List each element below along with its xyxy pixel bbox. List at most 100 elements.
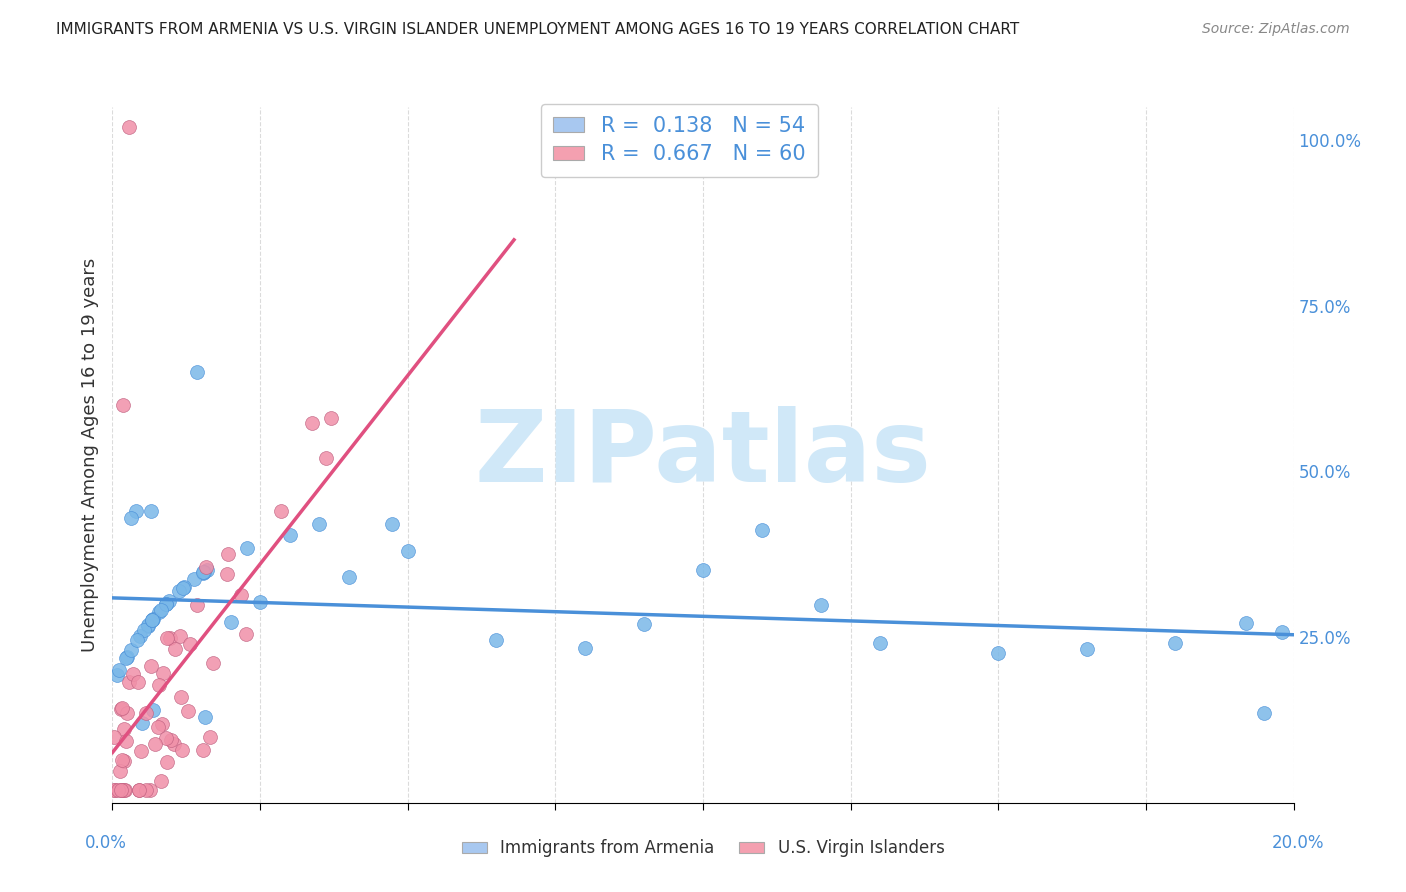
- Point: [121, 667, 143, 681]
- Point: [105, 668, 128, 682]
- Text: IMMIGRANTS FROM ARMENIA VS U.S. VIRGIN ISLANDER UNEMPLOYMENT AMONG AGES 16 TO 19: IMMIGRANTS FROM ARMENIA VS U.S. VIRGIN I…: [56, 22, 1019, 37]
- Text: 0.0%: 0.0%: [84, 834, 127, 852]
- Point: [1253, 706, 1275, 721]
- Point: [145, 738, 167, 752]
- Point: [108, 764, 131, 779]
- Point: [125, 504, 148, 518]
- Point: [112, 754, 135, 768]
- Legend: Immigrants from Armenia, U.S. Virgin Islanders: Immigrants from Armenia, U.S. Virgin Isl…: [456, 833, 950, 864]
- Point: [396, 544, 419, 558]
- Text: ZIPatlas: ZIPatlas: [475, 407, 931, 503]
- Point: [111, 753, 134, 767]
- Point: [127, 675, 149, 690]
- Point: [172, 581, 194, 595]
- Point: [148, 605, 170, 619]
- Text: Source: ZipAtlas.com: Source: ZipAtlas.com: [1202, 22, 1350, 37]
- Point: [202, 657, 225, 671]
- Point: [103, 782, 125, 797]
- Point: [156, 756, 179, 770]
- Point: [115, 649, 138, 664]
- Point: [138, 617, 160, 632]
- Point: [1164, 636, 1187, 650]
- Point: [104, 782, 127, 797]
- Point: [1234, 615, 1257, 630]
- Point: [869, 636, 891, 650]
- Point: [219, 615, 242, 630]
- Point: [141, 613, 163, 627]
- Point: [301, 416, 323, 430]
- Point: [128, 782, 150, 797]
- Point: [155, 731, 177, 745]
- Point: [155, 597, 177, 611]
- Point: [146, 720, 169, 734]
- Point: [381, 517, 404, 532]
- Point: [249, 595, 271, 609]
- Point: [155, 597, 177, 611]
- Point: [127, 633, 149, 648]
- Point: [152, 665, 174, 680]
- Point: [135, 782, 157, 797]
- Point: [235, 541, 257, 556]
- Point: [115, 706, 138, 720]
- Point: [235, 627, 257, 641]
- Point: [110, 782, 132, 797]
- Point: [191, 743, 214, 757]
- Point: [485, 632, 508, 647]
- Point: [197, 563, 219, 577]
- Point: [142, 703, 165, 717]
- Point: [193, 566, 215, 580]
- Point: [308, 516, 330, 531]
- Point: [217, 567, 239, 582]
- Point: [186, 598, 208, 612]
- Point: [118, 120, 141, 134]
- Point: [115, 651, 138, 665]
- Point: [157, 594, 180, 608]
- Text: 20.0%: 20.0%: [1271, 834, 1324, 852]
- Point: [193, 565, 215, 579]
- Point: [183, 572, 205, 586]
- Point: [1076, 641, 1098, 656]
- Point: [108, 663, 131, 677]
- Point: [129, 629, 152, 643]
- Point: [170, 690, 193, 704]
- Point: [278, 528, 301, 542]
- Point: [112, 782, 135, 797]
- Point: [134, 624, 156, 638]
- Point: [114, 734, 136, 748]
- Point: [321, 411, 343, 425]
- Point: [217, 547, 239, 561]
- Point: [159, 631, 181, 645]
- Point: [139, 782, 162, 797]
- Point: [118, 675, 141, 690]
- Point: [751, 523, 773, 537]
- Point: [150, 717, 173, 731]
- Point: [110, 701, 132, 715]
- Point: [120, 511, 142, 525]
- Y-axis label: Unemployment Among Ages 16 to 19 years: Unemployment Among Ages 16 to 19 years: [80, 258, 98, 652]
- Point: [173, 581, 195, 595]
- Point: [111, 398, 134, 412]
- Point: [149, 774, 172, 789]
- Point: [135, 706, 157, 720]
- Point: [107, 782, 129, 797]
- Point: [179, 637, 201, 651]
- Point: [141, 614, 163, 628]
- Point: [112, 722, 135, 736]
- Point: [103, 730, 125, 744]
- Point: [195, 560, 218, 574]
- Point: [198, 730, 221, 744]
- Point: [141, 504, 163, 518]
- Point: [810, 598, 832, 612]
- Point: [987, 647, 1010, 661]
- Point: [186, 365, 208, 379]
- Point: [574, 640, 596, 655]
- Point: [148, 678, 170, 692]
- Point: [191, 566, 214, 580]
- Point: [129, 744, 152, 758]
- Point: [1271, 625, 1294, 640]
- Point: [111, 782, 134, 797]
- Point: [149, 603, 172, 617]
- Point: [136, 618, 159, 632]
- Point: [114, 782, 136, 797]
- Point: [165, 642, 187, 657]
